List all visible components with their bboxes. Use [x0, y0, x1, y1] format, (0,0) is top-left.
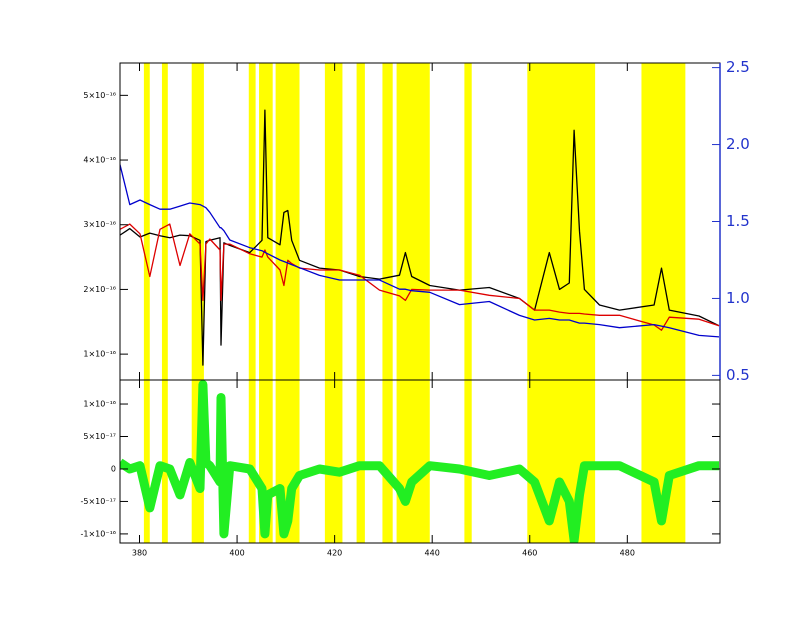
highlight-band [382, 380, 393, 543]
y-tick-label: -5×10⁻¹⁷ [81, 497, 117, 506]
x-tick-label: 440 [425, 549, 440, 558]
x-tick-label: 480 [620, 549, 635, 558]
y-tick-label: 5×10⁻¹⁶ [83, 91, 116, 100]
plot-area [120, 63, 720, 380]
x-tick-label: 380 [132, 549, 147, 558]
highlight-band [382, 63, 393, 380]
y2-tick-label: 0.5 [726, 366, 750, 384]
highlight-band [464, 380, 472, 543]
highlight-band [527, 63, 596, 380]
y2-tick-label: 2.0 [726, 135, 750, 153]
highlight-band [641, 63, 686, 380]
highlight-band [356, 63, 365, 380]
highlight-band [161, 63, 168, 380]
x-tick-label: 400 [229, 549, 244, 558]
data-line [120, 380, 719, 543]
highlight-band [275, 63, 300, 380]
highlight-band [396, 380, 430, 543]
y-tick-label: 2×10⁻¹⁶ [83, 285, 116, 294]
x-tick-label: 460 [522, 549, 537, 558]
y2-tick-label: 1.0 [726, 289, 750, 307]
highlight-band [143, 63, 150, 380]
highlight-band [248, 380, 256, 543]
highlight-band [396, 63, 430, 380]
highlight-band [248, 63, 256, 380]
highlight-band [324, 380, 343, 543]
axes-frame [119, 379, 721, 544]
highlight-band [324, 63, 343, 380]
data-line [120, 223, 720, 331]
y-tick-label: 4×10⁻¹⁶ [83, 156, 116, 165]
y-tick-label: 1×10⁻¹⁶ [83, 350, 116, 359]
highlight-band [464, 63, 472, 380]
y-tick-label: -1×10⁻¹⁶ [81, 529, 117, 538]
plot-area [120, 380, 719, 543]
y2-tick-label: 1.5 [726, 212, 750, 230]
y-tick-label: 0 [111, 464, 116, 473]
x-tick-label: 420 [327, 549, 342, 558]
y-tick-label: 5×10⁻¹⁷ [83, 432, 116, 441]
highlight-band [259, 63, 273, 380]
y2-tick-label: 2.5 [726, 58, 750, 76]
y-tick-label: 3×10⁻¹⁶ [83, 220, 116, 229]
data-line [120, 164, 720, 338]
highlight-band [143, 380, 150, 543]
y-tick-label: 1×10⁻¹⁶ [83, 400, 116, 409]
highlight-band [161, 380, 168, 543]
